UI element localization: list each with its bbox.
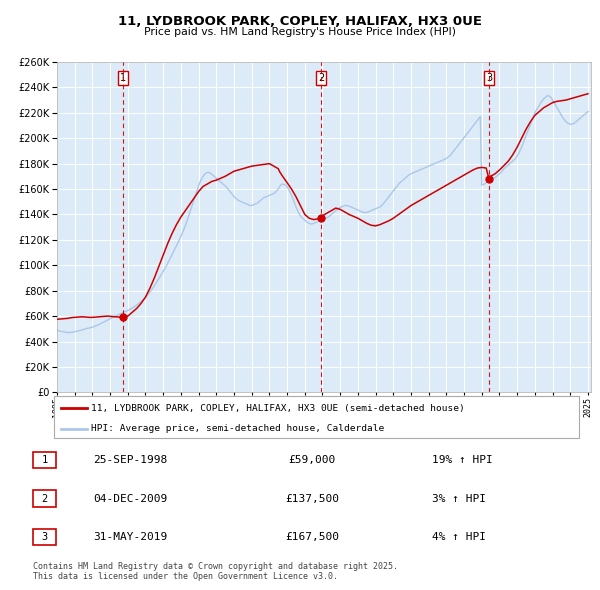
Text: 4% ↑ HPI: 4% ↑ HPI: [432, 532, 486, 542]
Text: £59,000: £59,000: [289, 455, 335, 465]
Text: 1: 1: [120, 73, 126, 83]
Text: £137,500: £137,500: [285, 494, 339, 503]
Text: 11, LYDBROOK PARK, COPLEY, HALIFAX, HX3 0UE (semi-detached house): 11, LYDBROOK PARK, COPLEY, HALIFAX, HX3 …: [91, 404, 465, 412]
Text: 1: 1: [41, 455, 47, 465]
Text: 3% ↑ HPI: 3% ↑ HPI: [432, 494, 486, 503]
Text: HPI: Average price, semi-detached house, Calderdale: HPI: Average price, semi-detached house,…: [91, 424, 385, 433]
Text: 19% ↑ HPI: 19% ↑ HPI: [432, 455, 493, 465]
Text: £167,500: £167,500: [285, 532, 339, 542]
Text: 25-SEP-1998: 25-SEP-1998: [93, 455, 167, 465]
Text: 04-DEC-2009: 04-DEC-2009: [93, 494, 167, 503]
Text: This data is licensed under the Open Government Licence v3.0.: This data is licensed under the Open Gov…: [33, 572, 338, 581]
Text: 11, LYDBROOK PARK, COPLEY, HALIFAX, HX3 0UE: 11, LYDBROOK PARK, COPLEY, HALIFAX, HX3 …: [118, 15, 482, 28]
Text: Contains HM Land Registry data © Crown copyright and database right 2025.: Contains HM Land Registry data © Crown c…: [33, 562, 398, 571]
Text: 3: 3: [41, 532, 47, 542]
Text: 2: 2: [41, 494, 47, 503]
Text: 2: 2: [318, 73, 324, 83]
Text: 3: 3: [486, 73, 492, 83]
Text: Price paid vs. HM Land Registry's House Price Index (HPI): Price paid vs. HM Land Registry's House …: [144, 27, 456, 37]
Text: 31-MAY-2019: 31-MAY-2019: [93, 532, 167, 542]
